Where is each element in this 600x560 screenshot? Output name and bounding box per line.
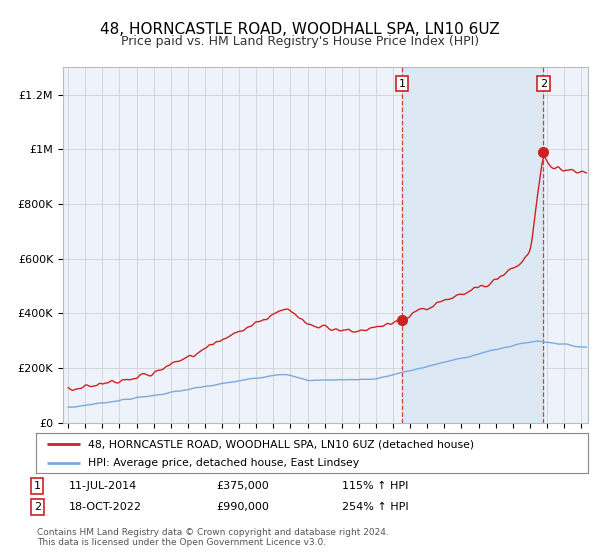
Text: Contains HM Land Registry data © Crown copyright and database right 2024.
This d: Contains HM Land Registry data © Crown c… — [37, 528, 389, 547]
Bar — [402, 67, 544, 423]
Text: £990,000: £990,000 — [216, 502, 269, 512]
Text: 254% ↑ HPI: 254% ↑ HPI — [342, 502, 409, 512]
Text: 1: 1 — [398, 78, 406, 88]
Text: 2: 2 — [34, 502, 41, 512]
Text: HPI: Average price, detached house, East Lindsey: HPI: Average price, detached house, East… — [88, 458, 359, 468]
Text: 1: 1 — [34, 481, 41, 491]
Text: 18-OCT-2022: 18-OCT-2022 — [69, 502, 142, 512]
Text: 11-JUL-2014: 11-JUL-2014 — [69, 481, 137, 491]
Text: 48, HORNCASTLE ROAD, WOODHALL SPA, LN10 6UZ: 48, HORNCASTLE ROAD, WOODHALL SPA, LN10 … — [100, 22, 500, 38]
Text: 48, HORNCASTLE ROAD, WOODHALL SPA, LN10 6UZ (detached house): 48, HORNCASTLE ROAD, WOODHALL SPA, LN10 … — [88, 439, 475, 449]
Text: 2: 2 — [540, 78, 547, 88]
Text: £375,000: £375,000 — [216, 481, 269, 491]
Text: 115% ↑ HPI: 115% ↑ HPI — [342, 481, 409, 491]
Text: Price paid vs. HM Land Registry's House Price Index (HPI): Price paid vs. HM Land Registry's House … — [121, 35, 479, 48]
